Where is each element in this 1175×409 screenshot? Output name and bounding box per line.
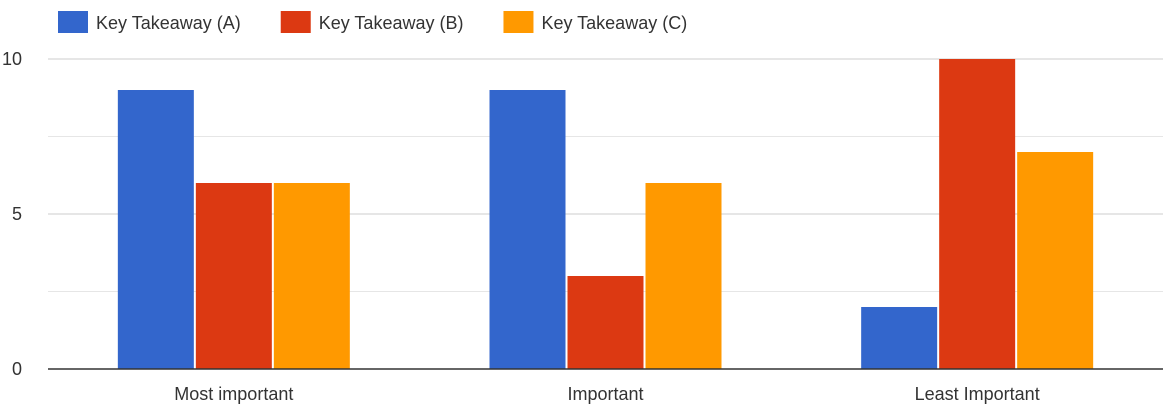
bars	[117, 59, 1094, 369]
bar	[117, 90, 194, 369]
x-tick-label: Least Important	[915, 384, 1040, 404]
bar	[645, 183, 722, 369]
legend-swatch	[503, 11, 534, 33]
y-tick-label: 5	[12, 204, 22, 224]
legend-label: Key Takeaway (C)	[541, 13, 687, 33]
bar	[1017, 152, 1094, 369]
bar	[567, 276, 644, 369]
x-axis-labels: Most important Important Least Important	[174, 384, 1039, 404]
bar	[195, 183, 272, 369]
legend: Key Takeaway (A) Key Takeaway (B) Key Take…	[58, 11, 687, 33]
bar	[489, 90, 566, 369]
y-axis-ticks: 0 5 10	[2, 49, 22, 379]
bar	[861, 307, 938, 369]
legend-swatch	[280, 11, 311, 33]
legend-label: Key Takeaway (A)	[96, 13, 241, 33]
x-tick-label: Most important	[174, 384, 293, 404]
legend-label: Key Takeaway (B)	[319, 13, 464, 33]
bar	[273, 183, 350, 369]
bar	[939, 59, 1016, 369]
legend-swatch	[58, 11, 88, 33]
y-tick-label: 0	[12, 359, 22, 379]
x-tick-label: Important	[567, 384, 643, 404]
y-tick-label: 10	[2, 49, 22, 69]
